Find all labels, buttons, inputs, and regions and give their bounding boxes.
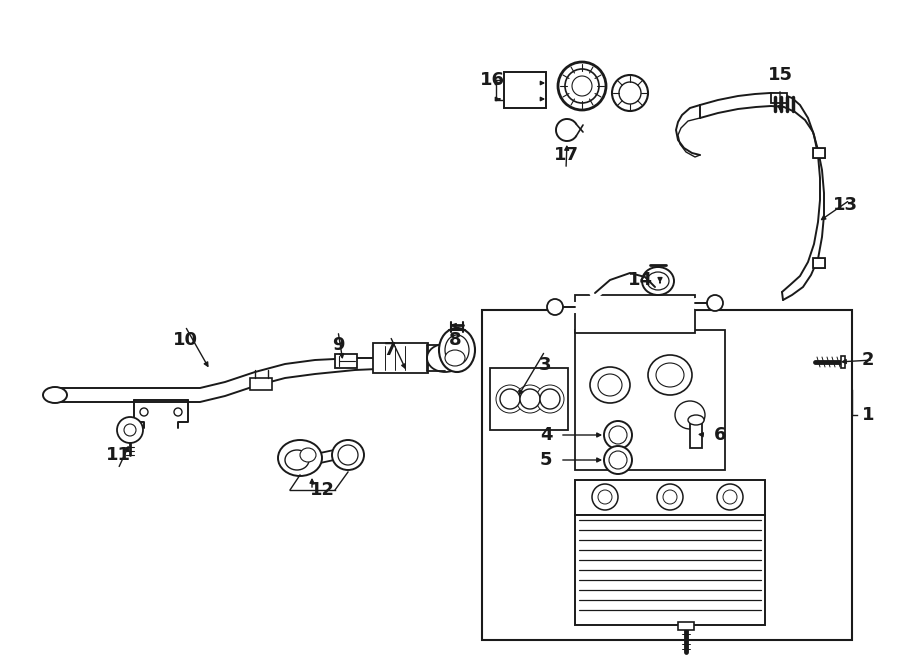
Ellipse shape: [642, 267, 674, 295]
Bar: [690, 420, 702, 448]
Circle shape: [174, 408, 182, 416]
Ellipse shape: [590, 367, 630, 403]
Circle shape: [540, 389, 560, 409]
Circle shape: [536, 385, 564, 413]
Bar: [373, 343, 428, 373]
Ellipse shape: [647, 272, 669, 290]
Ellipse shape: [619, 82, 641, 104]
Ellipse shape: [707, 295, 723, 311]
Text: 13: 13: [832, 196, 858, 214]
Ellipse shape: [445, 350, 465, 366]
Circle shape: [657, 484, 683, 510]
Ellipse shape: [427, 344, 463, 372]
Circle shape: [140, 408, 148, 416]
Text: 2: 2: [862, 351, 874, 369]
Text: 12: 12: [310, 481, 335, 499]
Text: 3: 3: [539, 356, 551, 374]
Text: 6: 6: [714, 426, 726, 444]
Bar: [575, 515, 765, 625]
Ellipse shape: [656, 363, 684, 387]
Text: 16: 16: [480, 71, 505, 89]
Ellipse shape: [612, 75, 648, 111]
Text: 4: 4: [540, 426, 553, 444]
Bar: [678, 622, 694, 630]
Bar: [575, 480, 765, 515]
Bar: [504, 72, 546, 108]
Ellipse shape: [688, 415, 704, 425]
Ellipse shape: [648, 355, 692, 395]
Circle shape: [500, 389, 520, 409]
Bar: [250, 378, 272, 390]
Ellipse shape: [604, 421, 632, 449]
Text: 8: 8: [449, 331, 462, 349]
Circle shape: [598, 490, 612, 504]
Ellipse shape: [338, 445, 358, 465]
Circle shape: [496, 385, 524, 413]
Circle shape: [516, 385, 544, 413]
Ellipse shape: [445, 335, 469, 365]
Text: 17: 17: [554, 146, 579, 164]
Text: 15: 15: [768, 66, 793, 84]
Bar: [813, 258, 825, 268]
Text: 11: 11: [105, 446, 130, 464]
Text: 1: 1: [862, 406, 874, 424]
Circle shape: [124, 424, 136, 436]
Text: 10: 10: [173, 331, 197, 349]
Text: 5: 5: [540, 451, 553, 469]
Ellipse shape: [572, 76, 592, 96]
Ellipse shape: [609, 426, 627, 444]
Circle shape: [723, 490, 737, 504]
Bar: [575, 330, 725, 470]
Circle shape: [592, 484, 618, 510]
Bar: [841, 356, 845, 368]
Ellipse shape: [439, 328, 475, 372]
Circle shape: [717, 484, 743, 510]
Bar: [490, 368, 568, 430]
Bar: [813, 258, 825, 268]
Text: 7: 7: [383, 341, 396, 359]
Bar: [813, 148, 825, 158]
Ellipse shape: [300, 448, 316, 462]
Ellipse shape: [547, 299, 563, 315]
Ellipse shape: [609, 451, 627, 469]
Ellipse shape: [565, 69, 599, 103]
Ellipse shape: [278, 440, 322, 476]
Bar: [335, 354, 357, 368]
Text: 9: 9: [332, 336, 344, 354]
Circle shape: [117, 417, 143, 443]
Bar: [813, 148, 825, 158]
Bar: [771, 93, 787, 103]
Ellipse shape: [675, 401, 705, 429]
Ellipse shape: [332, 440, 364, 470]
Circle shape: [520, 389, 540, 409]
Ellipse shape: [604, 446, 632, 474]
Circle shape: [663, 490, 677, 504]
Ellipse shape: [558, 62, 606, 110]
Ellipse shape: [285, 450, 309, 470]
Bar: [575, 295, 695, 333]
Bar: [482, 310, 852, 640]
Ellipse shape: [598, 374, 622, 396]
Text: 14: 14: [627, 271, 652, 289]
Ellipse shape: [43, 387, 67, 403]
